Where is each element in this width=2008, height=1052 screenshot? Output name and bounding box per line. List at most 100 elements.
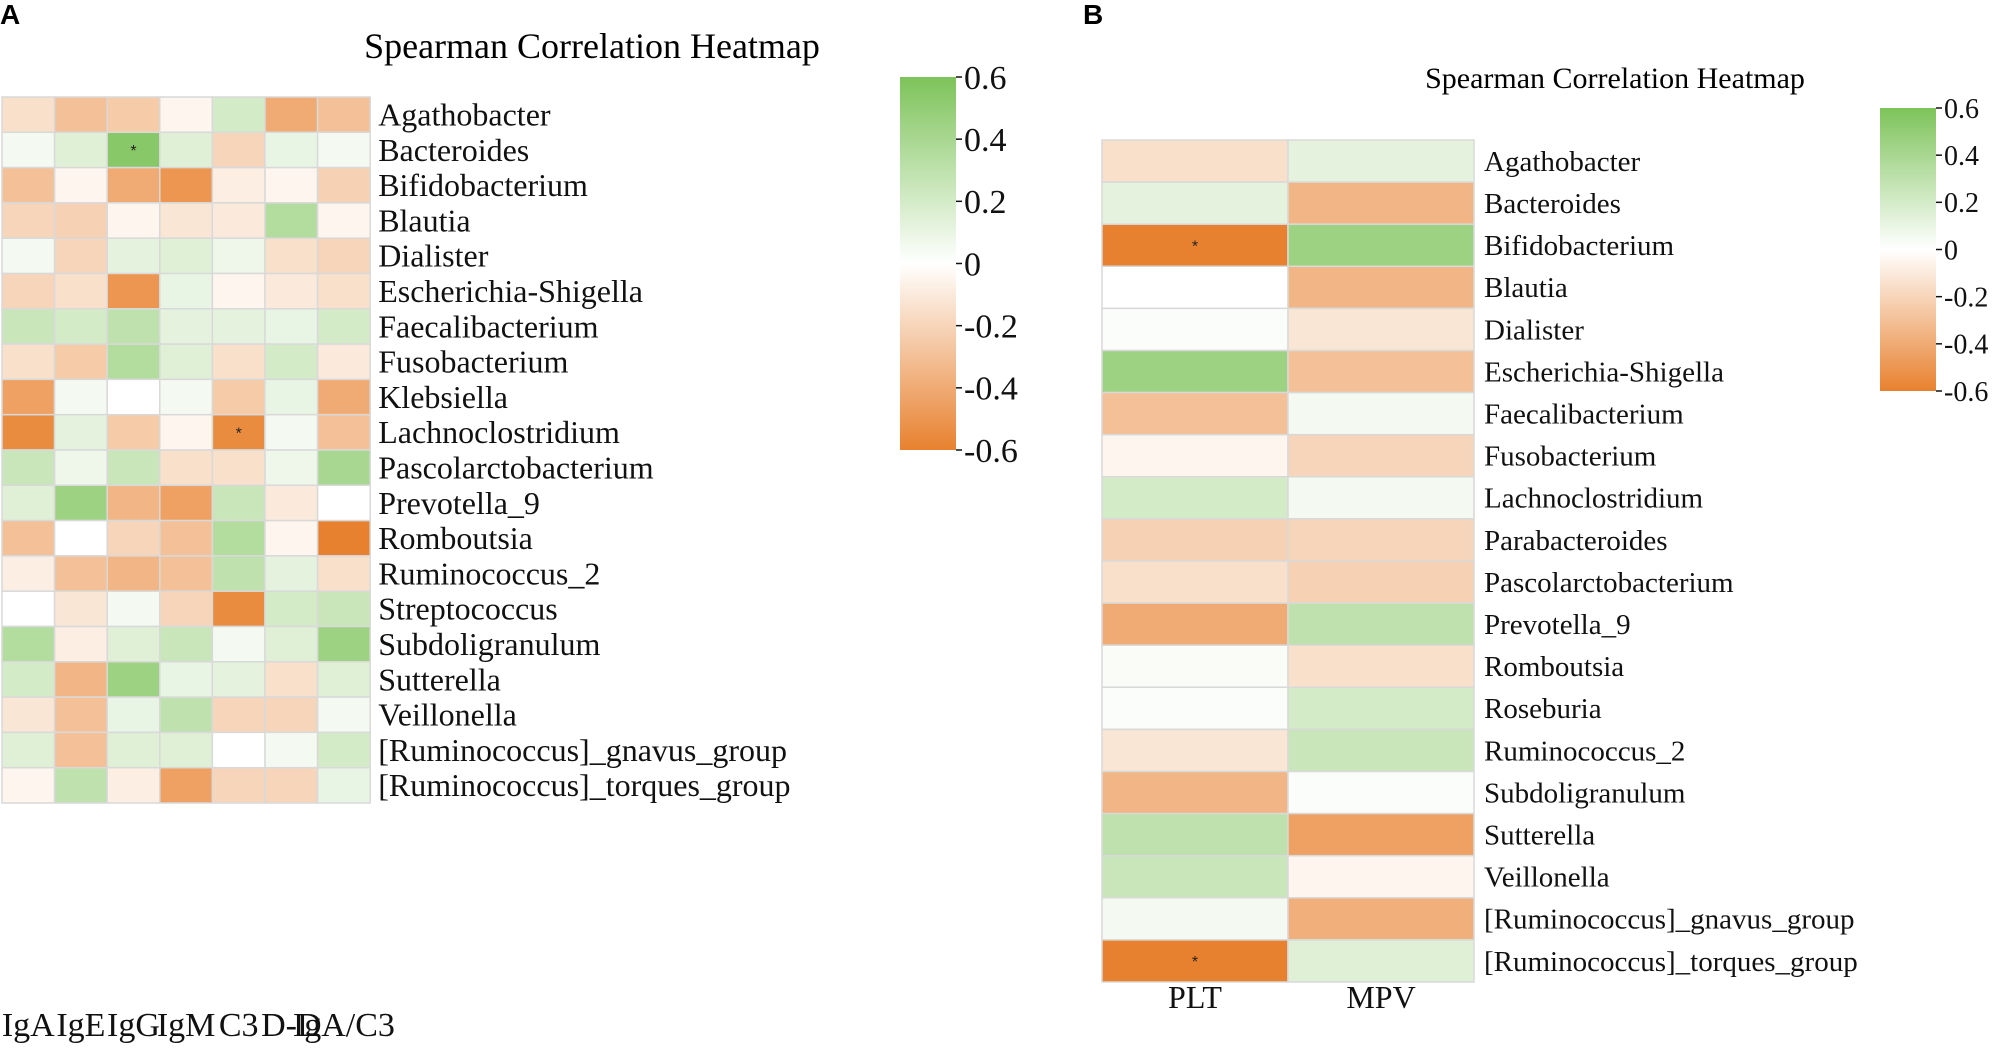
heatmap-cell (211, 166, 266, 204)
heatmap-cell (1287, 181, 1475, 225)
heatmap-cell (159, 202, 214, 239)
heatmap-cell (53, 272, 108, 310)
heatmap-cell (106, 131, 161, 169)
heatmap-cell (1, 131, 56, 169)
heatmap-cell (1, 378, 56, 416)
heatmap-cell (1287, 686, 1475, 731)
heatmap-cell (1287, 223, 1475, 268)
heatmap-cell (1, 413, 56, 451)
colorbar-tick-label: -0.6 (964, 433, 1018, 470)
heatmap-cell (159, 378, 214, 416)
heatmap-cell (1101, 518, 1289, 562)
heatmap-cell (53, 308, 108, 345)
heatmap-cell (106, 731, 161, 769)
heatmap-cell (1101, 686, 1289, 731)
heatmap-cell (211, 696, 266, 734)
heatmap-cell (264, 696, 319, 734)
heatmap-cell (211, 766, 266, 804)
heatmap-cell (159, 731, 214, 769)
heatmap-cell (211, 378, 266, 416)
heatmap-cell (1287, 307, 1475, 352)
panel-a-row-labels: AgathobacterBacteroidesBifidobacteriumBl… (378, 97, 790, 804)
heatmap-cell (211, 731, 266, 769)
row-label: Sutterella (1484, 820, 1595, 852)
heatmap-cell (1101, 433, 1289, 478)
heatmap-cell (211, 590, 266, 628)
row-label: Ruminococcus_2 (378, 555, 600, 591)
column-label: D-D (261, 1007, 321, 1044)
colorbar-tick-label: -0.4 (964, 371, 1018, 408)
heatmap-cell (53, 131, 108, 169)
heatmap-cell (264, 413, 319, 451)
row-label: [Ruminococcus]_torques_group (378, 767, 790, 803)
heatmap-cell (159, 519, 214, 557)
heatmap-cell (264, 519, 319, 557)
heatmap-cell (316, 555, 371, 592)
heatmap-cell (211, 202, 266, 239)
heatmap-cell (53, 766, 108, 804)
column-label: MPV (1346, 979, 1415, 1015)
column-label: IgM (157, 1007, 216, 1044)
heatmap-cell (159, 96, 214, 134)
heatmap-cell (1, 449, 56, 487)
heatmap-cell (316, 308, 371, 345)
row-label: Escherichia-Shigella (1484, 356, 1724, 388)
heatmap-cell (1287, 854, 1475, 899)
row-label: Prevotella_9 (378, 485, 540, 521)
heatmap-cell (53, 555, 108, 592)
heatmap-cell (106, 590, 161, 628)
heatmap-cell (1287, 265, 1475, 310)
heatmap-cell (53, 731, 108, 769)
heatmap-cell (316, 272, 371, 310)
heatmap-cell (211, 96, 266, 134)
heatmap-cell (159, 308, 214, 345)
heatmap-cell (1287, 897, 1475, 941)
row-label: Escherichia-Shigella (378, 273, 643, 309)
colorbar-tick-label: 0.6 (964, 60, 1007, 97)
panel-a-label: A (0, 0, 20, 30)
colorbar-tick-label: -0.6 (1944, 377, 1988, 408)
heatmap-cell (106, 625, 161, 663)
heatmap-cell (159, 766, 214, 804)
heatmap-cell (316, 131, 371, 169)
panel-b-cells: ** (1101, 139, 1475, 983)
heatmap-cell (1101, 349, 1289, 394)
heatmap-cell (1101, 812, 1289, 857)
panel-b-row-labels: Agathobacter Bacteroides Bifidobacterium Bl… (1484, 146, 1858, 978)
row-label: Bacteroides (378, 132, 529, 168)
row-label: Veillonella (378, 697, 517, 733)
row-label: Blautia (1484, 272, 1568, 304)
row-label: Agathobacter (378, 97, 551, 133)
heatmap-cell (1101, 897, 1289, 941)
row-label: Roseburia (1484, 693, 1602, 725)
heatmap-cell (159, 484, 214, 522)
heatmap-cell (1101, 307, 1289, 352)
heatmap-cell (159, 590, 214, 628)
heatmap-cell (106, 661, 161, 698)
heatmap-cell (1287, 349, 1475, 394)
heatmap-cell (53, 237, 108, 275)
heatmap-cell (159, 131, 214, 169)
heatmap-cell (316, 625, 371, 663)
heatmap-cell (1, 166, 56, 204)
heatmap-cell (264, 449, 319, 487)
heatmap-cell (211, 625, 266, 663)
row-label: Lachnoclostridium (378, 414, 620, 450)
heatmap-cell (106, 166, 161, 204)
heatmap-cell (1, 272, 56, 310)
heatmap-cell (159, 555, 214, 592)
panel-a-colorbar: 0.6 0.4 0.2 0 -0.2 -0.4 -0.6 (900, 60, 1018, 470)
heatmap-cell (1101, 854, 1289, 899)
heatmap-cell (1, 202, 56, 239)
heatmap-cell (1287, 770, 1475, 815)
heatmap-cell (53, 449, 108, 487)
heatmap-cell (53, 484, 108, 522)
colorbar-tick-label: 0.6 (1944, 94, 1979, 125)
heatmap-cell (53, 378, 108, 416)
heatmap-cell (159, 661, 214, 698)
heatmap-cell (264, 378, 319, 416)
heatmap-cell (106, 555, 161, 592)
heatmap-cell (106, 519, 161, 557)
